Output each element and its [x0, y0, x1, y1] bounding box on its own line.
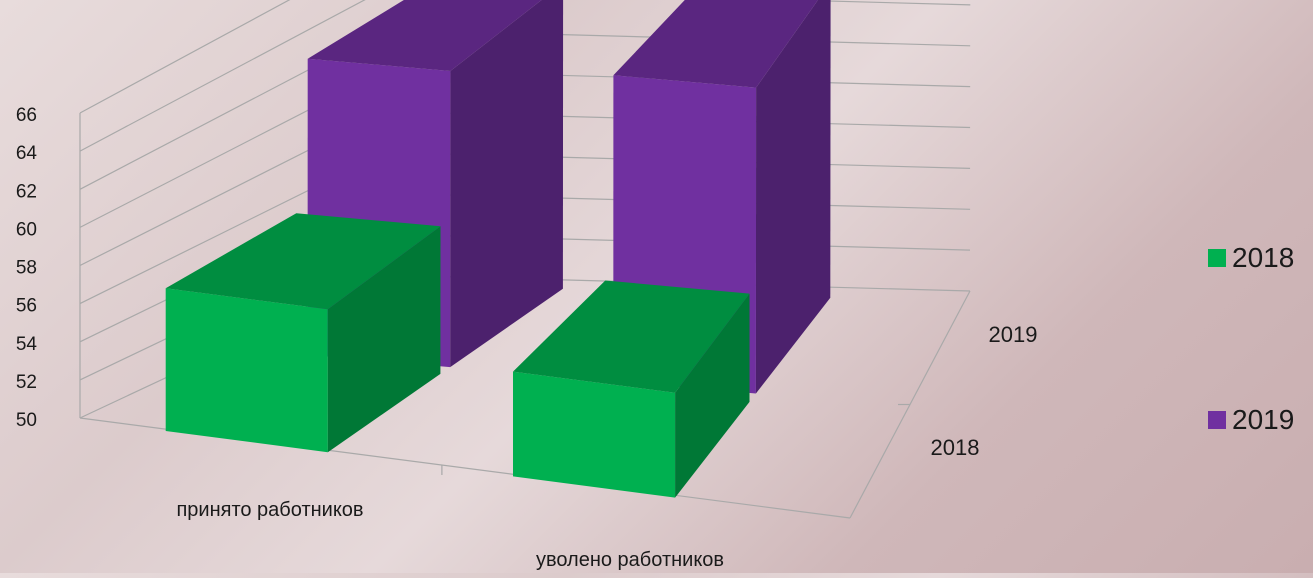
bars	[165, 0, 831, 498]
legend-item-2019: 2019	[1208, 404, 1294, 436]
y-tick-label: 62	[16, 181, 37, 202]
bar-top-face	[613, 0, 818, 88]
bar-side-face	[450, 0, 564, 368]
x-category-label: уволено работников	[536, 549, 724, 571]
bar-top-face	[165, 213, 441, 310]
bar-front-face	[513, 371, 676, 498]
y-tick-label: 56	[16, 296, 37, 317]
bar-side-face	[675, 293, 750, 498]
legend-swatch-2019	[1208, 411, 1226, 429]
legend-item-2018: 2018	[1208, 242, 1294, 274]
y-tick-label: 64	[16, 143, 38, 164]
bar-top-face	[307, 0, 542, 71]
bar-front-face	[165, 288, 328, 453]
y-tick-label: 66	[16, 105, 37, 126]
y-tick-label: 58	[16, 258, 37, 279]
x-category-label: принято работников	[176, 499, 363, 521]
y-tick-label: 54	[16, 334, 38, 355]
bar-side-face	[755, 0, 831, 394]
bar-top-face	[513, 280, 750, 393]
axis-labels: 50 52 54 56 58 60 62 64 66 принято работников увол…	[16, 105, 1038, 571]
depth-category-label: 2018	[931, 435, 980, 460]
bar-2018-1	[513, 280, 750, 498]
depth-category-label: 2019	[989, 322, 1038, 347]
bar-side-face	[327, 226, 441, 453]
y-tick-label: 50	[16, 410, 37, 431]
y-tick-label: 52	[16, 372, 37, 393]
gridline-66	[79, 0, 291, 114]
bar-2018-0	[165, 213, 441, 453]
y-tick-label: 60	[16, 219, 37, 240]
legend-label-2018: 2018	[1232, 242, 1295, 273]
legend-label-2019: 2019	[1232, 404, 1295, 435]
legend-swatch-2018	[1208, 249, 1226, 267]
gridline-64	[79, 0, 971, 152]
